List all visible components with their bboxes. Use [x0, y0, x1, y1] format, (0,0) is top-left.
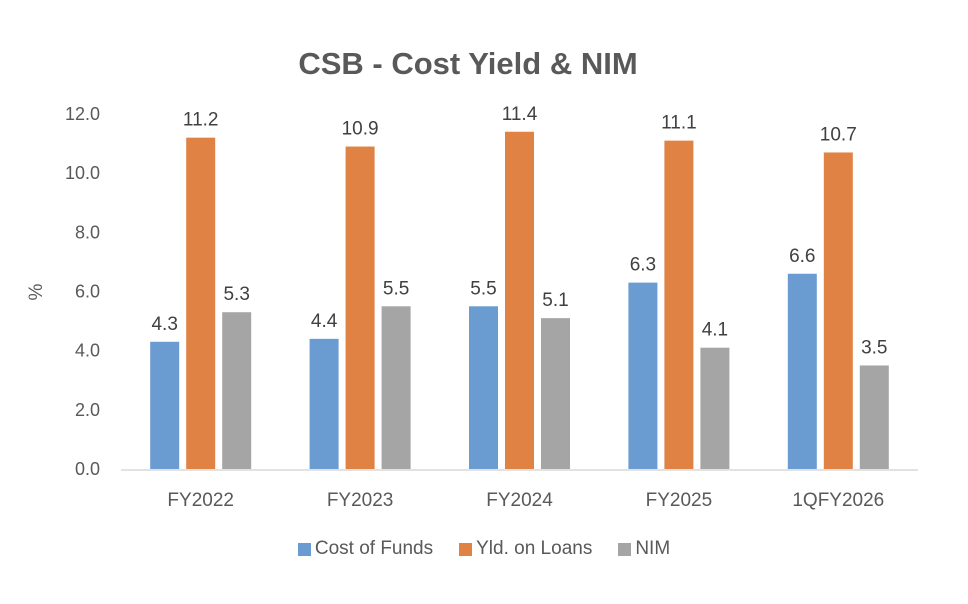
bar-cost-of-funds: [469, 306, 498, 469]
y-tick-label: 2.0: [75, 400, 100, 420]
bar-yld-on-loans: [823, 152, 853, 470]
legend-item: Yld. on Loans: [459, 538, 592, 560]
data-label: 4.3: [151, 314, 177, 335]
y-tick-label: 0.0: [75, 459, 100, 479]
data-label: 4.1: [702, 320, 728, 341]
x-tick-label: 1QFY2026: [792, 490, 884, 511]
plot-area: 4.3 11.2 5.3 4.4 10.9 5.5 5.5 11.4 5.1 6.3 11.1 4.1…: [150, 104, 889, 470]
legend-label: NIM: [635, 538, 671, 559]
legend: Cost of Funds Yld. on Loans NIM: [0, 538, 968, 560]
legend-item: Cost of Funds: [297, 538, 434, 560]
data-label: 11.4: [502, 104, 538, 125]
data-label: 4.4: [311, 311, 338, 332]
bar-nim: [381, 306, 411, 469]
data-label: 6.6: [789, 246, 815, 267]
y-axis-label: %: [26, 283, 47, 300]
bar-nim: [222, 312, 252, 469]
bar-yld-on-loans: [345, 146, 375, 469]
bar-cost-of-funds: [150, 341, 180, 469]
legend-item: NIM: [618, 538, 670, 560]
data-label: 5.5: [383, 278, 409, 299]
data-label: 5.5: [470, 278, 496, 299]
bar-yld-on-loans: [186, 137, 216, 469]
bar-cost-of-funds: [309, 338, 339, 469]
legend-swatch: [618, 542, 632, 556]
bar-cost-of-funds: [787, 273, 817, 469]
bar-nim: [700, 347, 730, 469]
legend-swatch: [297, 542, 311, 556]
data-label: 11.1: [661, 113, 697, 134]
y-tick-label: 6.0: [75, 282, 100, 302]
x-tick-label: FY2025: [646, 490, 713, 511]
legend-label: Cost of Funds: [314, 538, 434, 559]
data-label: 3.5: [861, 337, 887, 358]
data-label: 5.1: [542, 290, 568, 311]
y-tick-label: 10.0: [65, 163, 100, 183]
y-tick-label: 8.0: [75, 222, 100, 242]
x-axis: FY2022 FY2023 FY2024 FY2025 1QFY2026: [167, 490, 884, 511]
bar-yld-on-loans: [505, 131, 534, 469]
bar-yld-on-loans: [664, 140, 694, 469]
data-label: 10.9: [342, 119, 379, 140]
x-tick-label: FY2022: [167, 490, 234, 511]
data-label: 10.7: [820, 124, 857, 145]
legend-label: Yld. on Loans: [476, 538, 593, 559]
bar-nim: [541, 318, 570, 469]
x-tick-label: FY2023: [327, 490, 394, 511]
bar-cost-of-funds: [628, 282, 658, 469]
x-tick-label: FY2024: [486, 490, 553, 511]
y-axis: 0.0 2.0 4.0 6.0 8.0 10.0 12.0: [65, 104, 100, 479]
y-tick-label: 4.0: [75, 341, 100, 361]
bar-nim: [859, 365, 889, 469]
y-tick-label: 12.0: [65, 104, 100, 124]
data-label: 11.2: [183, 110, 219, 131]
chart-title: CSB - Cost Yield & NIM: [298, 46, 637, 81]
legend-swatch: [459, 542, 473, 556]
data-label: 6.3: [630, 255, 656, 276]
data-label: 5.3: [223, 284, 249, 305]
